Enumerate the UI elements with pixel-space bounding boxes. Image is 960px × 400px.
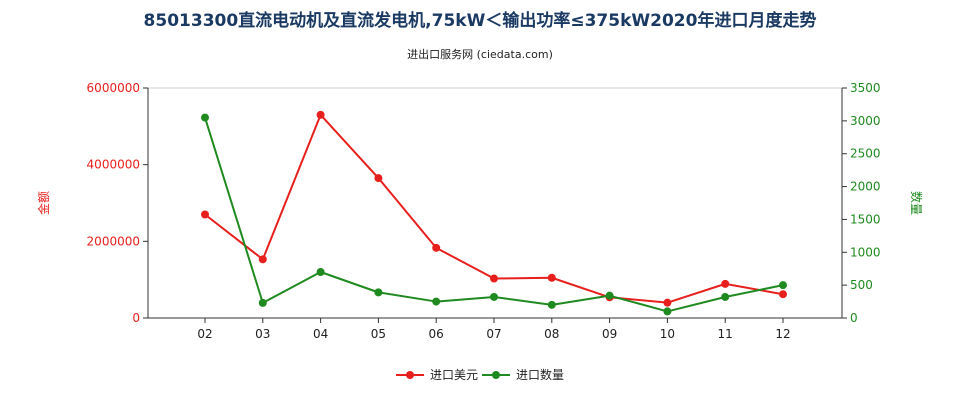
x-axis-ticks: 02 03 04 05 06 07 08 09 10 11 12 — [197, 318, 791, 341]
legend-item-quantity[interactable]: 进口数量 — [482, 367, 564, 382]
chart-title: 85013300直流电动机及直流发电机,75kW＜输出功率≤375kW2020年… — [144, 10, 817, 31]
x-tick-label: 05 — [371, 327, 386, 341]
data-point-quantity — [258, 298, 267, 307]
data-point-amount — [779, 290, 787, 299]
x-tick-label: 06 — [429, 327, 444, 341]
data-point-quantity — [432, 297, 441, 306]
x-tick-label: 12 — [775, 327, 790, 341]
right-axis-ticks: 0 500 1000 1500 2000 2500 3000 3500 — [842, 81, 881, 325]
data-point-quantity — [374, 288, 383, 297]
right-tick-label: 2000 — [850, 180, 881, 194]
data-point-amount — [547, 273, 556, 282]
series-line-amount — [204, 113, 784, 304]
data-point-amount — [432, 243, 441, 252]
legend-item-amount[interactable]: 进口美元 — [396, 368, 478, 382]
x-tick-label: 04 — [313, 327, 328, 341]
right-tick-label: 500 — [850, 278, 873, 292]
data-point-quantity — [663, 307, 672, 316]
x-tick-label: 02 — [197, 327, 212, 341]
x-tick-label: 08 — [544, 327, 559, 341]
data-point-amount — [316, 110, 325, 119]
data-point-amount — [490, 274, 498, 283]
data-point-amount — [258, 255, 267, 264]
right-axis-label: 数量 — [909, 191, 924, 215]
legend: 进口美元 进口数量 — [396, 367, 564, 382]
right-tick-label: 3500 — [850, 81, 881, 95]
right-tick-label: 0 — [850, 311, 858, 325]
data-point-quantity — [605, 291, 614, 300]
left-axis-ticks: 0 2000000 4000000 6000000 — [87, 81, 148, 325]
left-axis-label: 金额 — [36, 191, 51, 215]
data-point-amount — [374, 174, 383, 183]
data-point-quantity — [779, 281, 787, 290]
legend-marker-amount — [406, 371, 414, 379]
right-tick-label: 1500 — [850, 212, 881, 226]
data-point-quantity — [721, 292, 730, 301]
x-tick-label: 03 — [255, 327, 270, 341]
left-tick-label: 0 — [132, 311, 140, 325]
x-tick-label: 07 — [486, 327, 501, 341]
series-layer — [201, 110, 787, 316]
x-tick-label: 09 — [602, 327, 617, 341]
left-tick-label: 6000000 — [87, 81, 140, 95]
legend-label-quantity: 进口数量 — [516, 367, 564, 382]
legend-label-amount: 进口美元 — [430, 368, 478, 382]
chart-subtitle: 进出口服务网 (ciedata.com) — [407, 47, 553, 61]
data-point-amount — [201, 210, 209, 219]
x-tick-label: 10 — [660, 327, 675, 341]
x-tick-label: 11 — [718, 327, 733, 341]
right-tick-label: 3000 — [850, 114, 881, 128]
legend-marker-quantity — [492, 371, 500, 379]
left-tick-label: 4000000 — [87, 158, 140, 172]
data-point-quantity — [490, 292, 498, 301]
right-tick-label: 1000 — [850, 245, 881, 259]
data-point-quantity — [201, 113, 209, 122]
left-tick-label: 2000000 — [87, 234, 140, 248]
data-point-quantity — [547, 300, 556, 309]
data-point-amount — [663, 298, 672, 307]
data-point-quantity — [316, 268, 325, 276]
right-tick-label: 2500 — [850, 147, 881, 161]
data-point-amount — [721, 279, 730, 288]
